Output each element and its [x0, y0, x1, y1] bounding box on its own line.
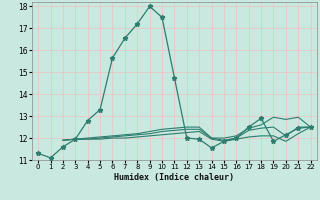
X-axis label: Humidex (Indice chaleur): Humidex (Indice chaleur) [115, 173, 234, 182]
